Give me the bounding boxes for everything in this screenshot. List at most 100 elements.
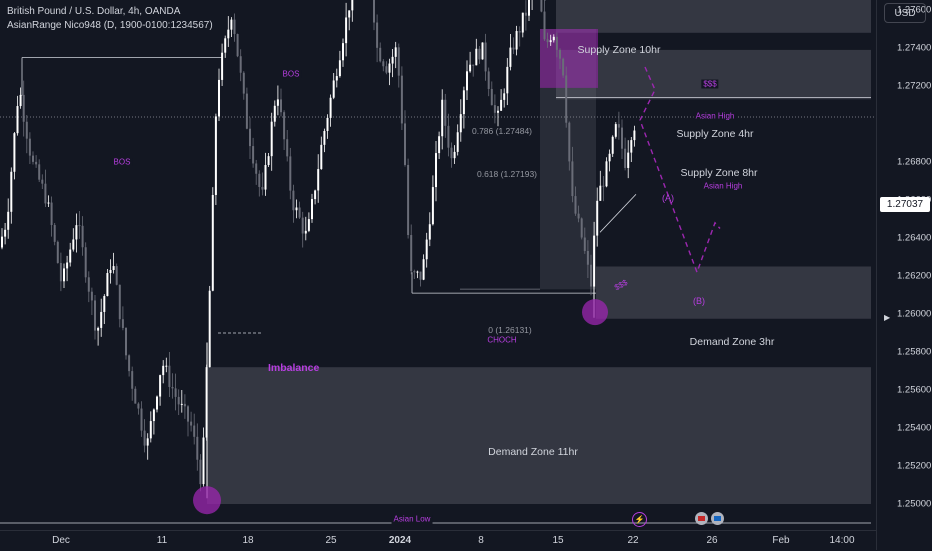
time-tick-label: 8	[478, 535, 484, 546]
fib-level-0: 0 (1.26131)	[488, 325, 532, 335]
scroll-right-arrow-icon[interactable]: ▶	[884, 313, 891, 322]
candle-body	[125, 327, 127, 356]
candle-body	[190, 421, 193, 426]
price-axis[interactable]: 1.282001.280001.278001.276001.274001.272…	[876, 0, 932, 550]
candle-body	[16, 106, 19, 134]
candle-body	[156, 396, 158, 410]
candle-body	[149, 421, 152, 439]
candle-body	[410, 235, 413, 272]
candle-body	[193, 425, 196, 437]
candle-body	[199, 459, 202, 485]
currency-button[interactable]: USD	[884, 3, 926, 23]
indicator-legend[interactable]: AsianRange Nico948 (D, 1900-0100:1234567…	[7, 20, 213, 31]
candle-body	[202, 437, 205, 485]
supply-zone-8hr-box	[556, 49, 871, 100]
candle-body	[621, 127, 623, 149]
time-tick-label: Feb	[772, 535, 790, 546]
asian-low-label: Asian Low	[391, 514, 433, 524]
candle-body	[295, 207, 298, 211]
candle-body	[524, 12, 527, 16]
event-flag-icon[interactable]	[711, 512, 724, 525]
candle-body	[28, 138, 31, 156]
candle-body	[422, 259, 425, 280]
candle-body	[444, 99, 447, 126]
time-tick-label: 26	[706, 535, 718, 546]
candle-body	[208, 290, 211, 368]
candle-body	[221, 52, 224, 80]
bos-label-lower: BOS	[111, 157, 133, 167]
candle-body	[543, 11, 546, 40]
candle-body	[466, 71, 468, 91]
candle-body	[103, 296, 106, 312]
candle-body	[63, 268, 65, 282]
candle-body	[484, 42, 487, 72]
candle-body	[143, 430, 146, 446]
supply-zone-8hr-label: Supply Zone 8hr	[680, 167, 758, 179]
candle-body	[106, 273, 109, 297]
candle-body	[196, 436, 199, 460]
candle-body	[472, 64, 475, 66]
candle-body	[633, 130, 636, 141]
candle-body	[549, 40, 552, 43]
candle-body	[459, 114, 462, 133]
candle-body	[450, 147, 453, 159]
candle-body	[245, 93, 248, 129]
candle-body	[97, 327, 100, 331]
time-axis[interactable]: Dec 11 18 25 2024 8 15 22 26 Feb 14:00	[0, 530, 876, 551]
candle-body	[47, 202, 50, 204]
candle-body	[249, 128, 251, 147]
candle-body	[224, 38, 227, 53]
candle-body	[280, 99, 282, 113]
time-tick-label: 14:00	[829, 535, 855, 546]
candle-body	[56, 241, 59, 263]
candle-body	[416, 271, 419, 273]
candle-body	[252, 146, 255, 164]
candle-body	[425, 239, 428, 260]
candle-body	[270, 121, 273, 157]
fib-golden-zone	[540, 29, 598, 88]
candle-body	[456, 132, 459, 152]
candle-body	[503, 93, 506, 100]
candle-body	[227, 29, 230, 39]
price-tick-label: 1.27600	[897, 4, 932, 16]
price-tick-label: 1.26400	[897, 232, 932, 244]
candle-body	[515, 31, 518, 50]
event-flash-icon[interactable]: ⚡	[632, 512, 647, 527]
candle-body	[571, 161, 574, 197]
candle-body	[555, 36, 558, 50]
time-tick-label: Dec	[52, 535, 70, 546]
candle-body	[19, 94, 22, 107]
candle-body	[22, 94, 25, 122]
candle-body	[261, 186, 264, 190]
event-flag-icon[interactable]	[695, 512, 708, 525]
candle-body	[611, 136, 614, 154]
candle-body	[66, 262, 69, 269]
time-tick-label: 18	[242, 535, 254, 546]
candle-body	[583, 237, 586, 251]
liquidity-trendline	[599, 194, 637, 233]
candle-body	[413, 271, 416, 273]
candle-body	[577, 213, 580, 219]
price-tick-label: 1.25800	[897, 346, 932, 358]
candle-body	[87, 277, 90, 292]
symbol-legend[interactable]: British Pound / U.S. Dollar, 4h, OANDA	[7, 6, 181, 17]
candle-body	[211, 194, 214, 291]
candle-body	[481, 42, 484, 60]
candle-body	[115, 266, 118, 285]
time-tick-label: 2024	[388, 535, 412, 546]
candle-body	[320, 144, 323, 170]
candle-body	[565, 75, 568, 123]
candle-body	[608, 153, 611, 162]
candle-body	[490, 88, 493, 106]
price-tick-label: 1.27200	[897, 80, 932, 92]
candle-body	[267, 156, 270, 166]
candle-body	[162, 365, 165, 376]
candle-body	[273, 105, 276, 122]
price-chart[interactable]	[0, 0, 876, 530]
candle-body	[441, 99, 444, 137]
candle-body	[338, 60, 341, 77]
supply-zone-10hr-label: Supply Zone 10hr	[577, 44, 661, 56]
candle-body	[614, 124, 617, 137]
candle-body	[292, 190, 295, 211]
demand-zone-3hr-box	[596, 266, 871, 319]
